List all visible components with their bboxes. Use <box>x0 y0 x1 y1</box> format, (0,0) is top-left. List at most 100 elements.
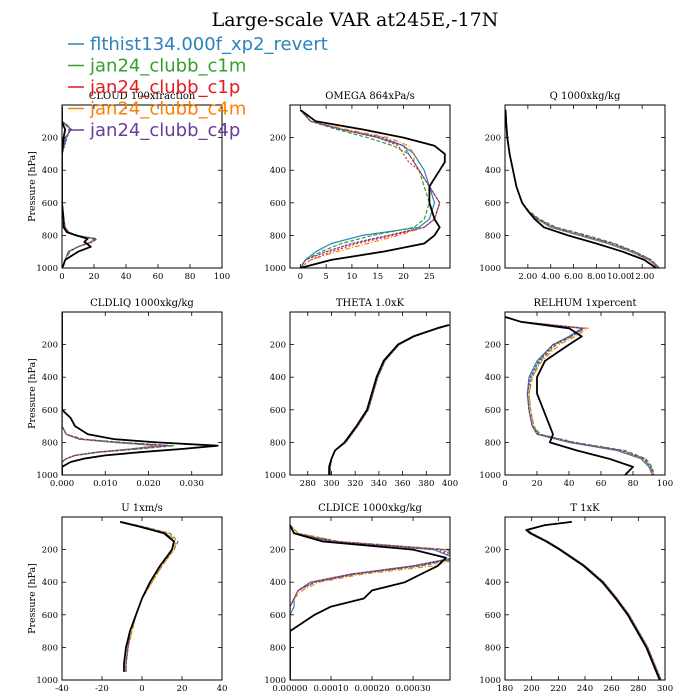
y-tick-label: 800 <box>42 643 58 653</box>
y-tick-label: 1000 <box>264 264 286 274</box>
x-tick-label: 40 <box>564 479 575 489</box>
y-tick-label: 400 <box>42 578 58 588</box>
series-line-2 <box>527 521 662 680</box>
x-tick-label: -40 <box>55 684 69 694</box>
y-tick-label: 1000 <box>264 471 286 481</box>
series-line-4 <box>505 316 655 475</box>
y-tick-label: 600 <box>270 611 286 621</box>
legend: flthist134.000f_xp2_revert jan24_clubb_c1… <box>68 34 328 141</box>
x-tick-label: 0.00010 <box>313 684 348 694</box>
y-tick-label: 200 <box>42 341 58 351</box>
panel-4: THETA 1.0xK 200 400 600 800 1000 280 300 320 340 3… <box>264 298 458 489</box>
figure-title: Large-scale VAR at245E,-17N <box>212 9 499 31</box>
x-tick-label: 80 <box>185 272 196 282</box>
x-tick-label: 300 <box>657 684 673 694</box>
x-tick-label: 400 <box>442 479 458 489</box>
x-tick-label: 0.020 <box>136 479 160 489</box>
series-line-4 <box>299 109 441 268</box>
x-tick-label: 20 <box>532 479 543 489</box>
series-line-3 <box>290 524 450 680</box>
x-tick-label: 20 <box>177 684 188 694</box>
y-axis-label: Pressure [hPa] <box>27 358 38 429</box>
series-line-1 <box>121 521 179 672</box>
series-line-5 <box>328 324 450 475</box>
series-line-5 <box>505 109 657 268</box>
x-tick-label: 0.00000 <box>272 684 307 694</box>
y-tick-label: 600 <box>485 406 501 416</box>
panel-title: T 1xK <box>570 503 600 514</box>
y-tick-label: 600 <box>42 199 58 209</box>
x-tick-label: 280 <box>630 684 646 694</box>
y-tick-label: 200 <box>485 546 501 556</box>
x-tick-label: 20 <box>89 272 100 282</box>
x-tick-label: 100 <box>214 272 230 282</box>
x-tick-label: 10 <box>347 272 358 282</box>
y-tick-label: 600 <box>270 406 286 416</box>
x-tick-label: 280 <box>300 479 316 489</box>
x-tick-label: 0 <box>139 684 144 694</box>
x-tick-label: 260 <box>604 684 620 694</box>
y-tick-label: 1000 <box>479 264 501 274</box>
series-line-0 <box>527 521 662 680</box>
series-line-2 <box>505 109 659 268</box>
y-tick-label: 800 <box>42 438 58 448</box>
y-tick-label: 200 <box>42 134 58 144</box>
series-line-2 <box>329 324 450 475</box>
series-line-1 <box>527 521 662 680</box>
legend-label: flthist134.000f_xp2_revert <box>90 34 328 55</box>
series-line-4 <box>290 524 450 680</box>
y-tick-label: 600 <box>485 611 501 621</box>
x-tick-label: 240 <box>577 684 593 694</box>
x-tick-label: 0.00030 <box>395 684 430 694</box>
y-tick-label: 400 <box>42 373 58 383</box>
legend-label: jan24_clubb_c1p <box>89 77 240 98</box>
x-tick-label: 8.00 <box>587 272 606 282</box>
x-tick-label: 60 <box>153 272 164 282</box>
x-tick-label: 0 <box>298 272 303 282</box>
x-tick-label: 380 <box>418 479 434 489</box>
y-axis-label: Pressure [hPa] <box>27 151 38 222</box>
y-tick-label: 600 <box>270 199 286 209</box>
x-tick-label: 220 <box>550 684 566 694</box>
y-tick-label: 800 <box>485 231 501 241</box>
panel-2: Q 1000xkg/kg 200 400 600 800 1000 2.00 4.00 6.00… <box>479 91 666 282</box>
panel-title: CLOUD 100xfraction <box>89 91 196 102</box>
panel-title: CLDLIQ 1000xkg/kg <box>90 298 194 309</box>
y-tick-label: 1000 <box>36 264 58 274</box>
x-tick-label: 340 <box>371 479 387 489</box>
panel-title: RELHUM 1xpercent <box>533 298 636 309</box>
x-tick-label: 360 <box>394 479 410 489</box>
y-axis-label: Pressure [hPa] <box>27 563 38 634</box>
series-line-0 <box>121 521 175 672</box>
y-tick-label: 200 <box>270 546 286 556</box>
panel-1: OMEGA 864xPa/s 200 400 600 800 1000 0 5 10 15 20 25 <box>264 91 451 282</box>
plot-frame <box>504 311 666 476</box>
plot-frame <box>61 104 223 269</box>
y-tick-label: 1000 <box>479 471 501 481</box>
panel-title: OMEGA 864xPa/s <box>325 91 415 102</box>
y-tick-label: 200 <box>485 134 501 144</box>
plot-frame <box>289 104 451 269</box>
x-tick-label: 2.00 <box>518 272 537 282</box>
y-tick-label: 600 <box>485 199 501 209</box>
y-tick-label: 400 <box>270 166 286 176</box>
series-line-5 <box>290 524 447 680</box>
series-line-4 <box>329 324 450 475</box>
y-tick-label: 200 <box>270 134 286 144</box>
series-line-1 <box>505 109 660 268</box>
x-tick-label: 0.030 <box>180 479 204 489</box>
y-tick-label: 200 <box>270 341 286 351</box>
y-tick-label: 1000 <box>479 676 501 686</box>
panel-title: CLDICE 1000xkg/kg <box>318 503 422 514</box>
series-line-5 <box>525 521 661 680</box>
plot-frame <box>504 104 666 269</box>
y-tick-label: 1000 <box>36 471 58 481</box>
panel-title: THETA 1.0xK <box>336 298 405 309</box>
x-tick-label: 0.00020 <box>354 684 389 694</box>
